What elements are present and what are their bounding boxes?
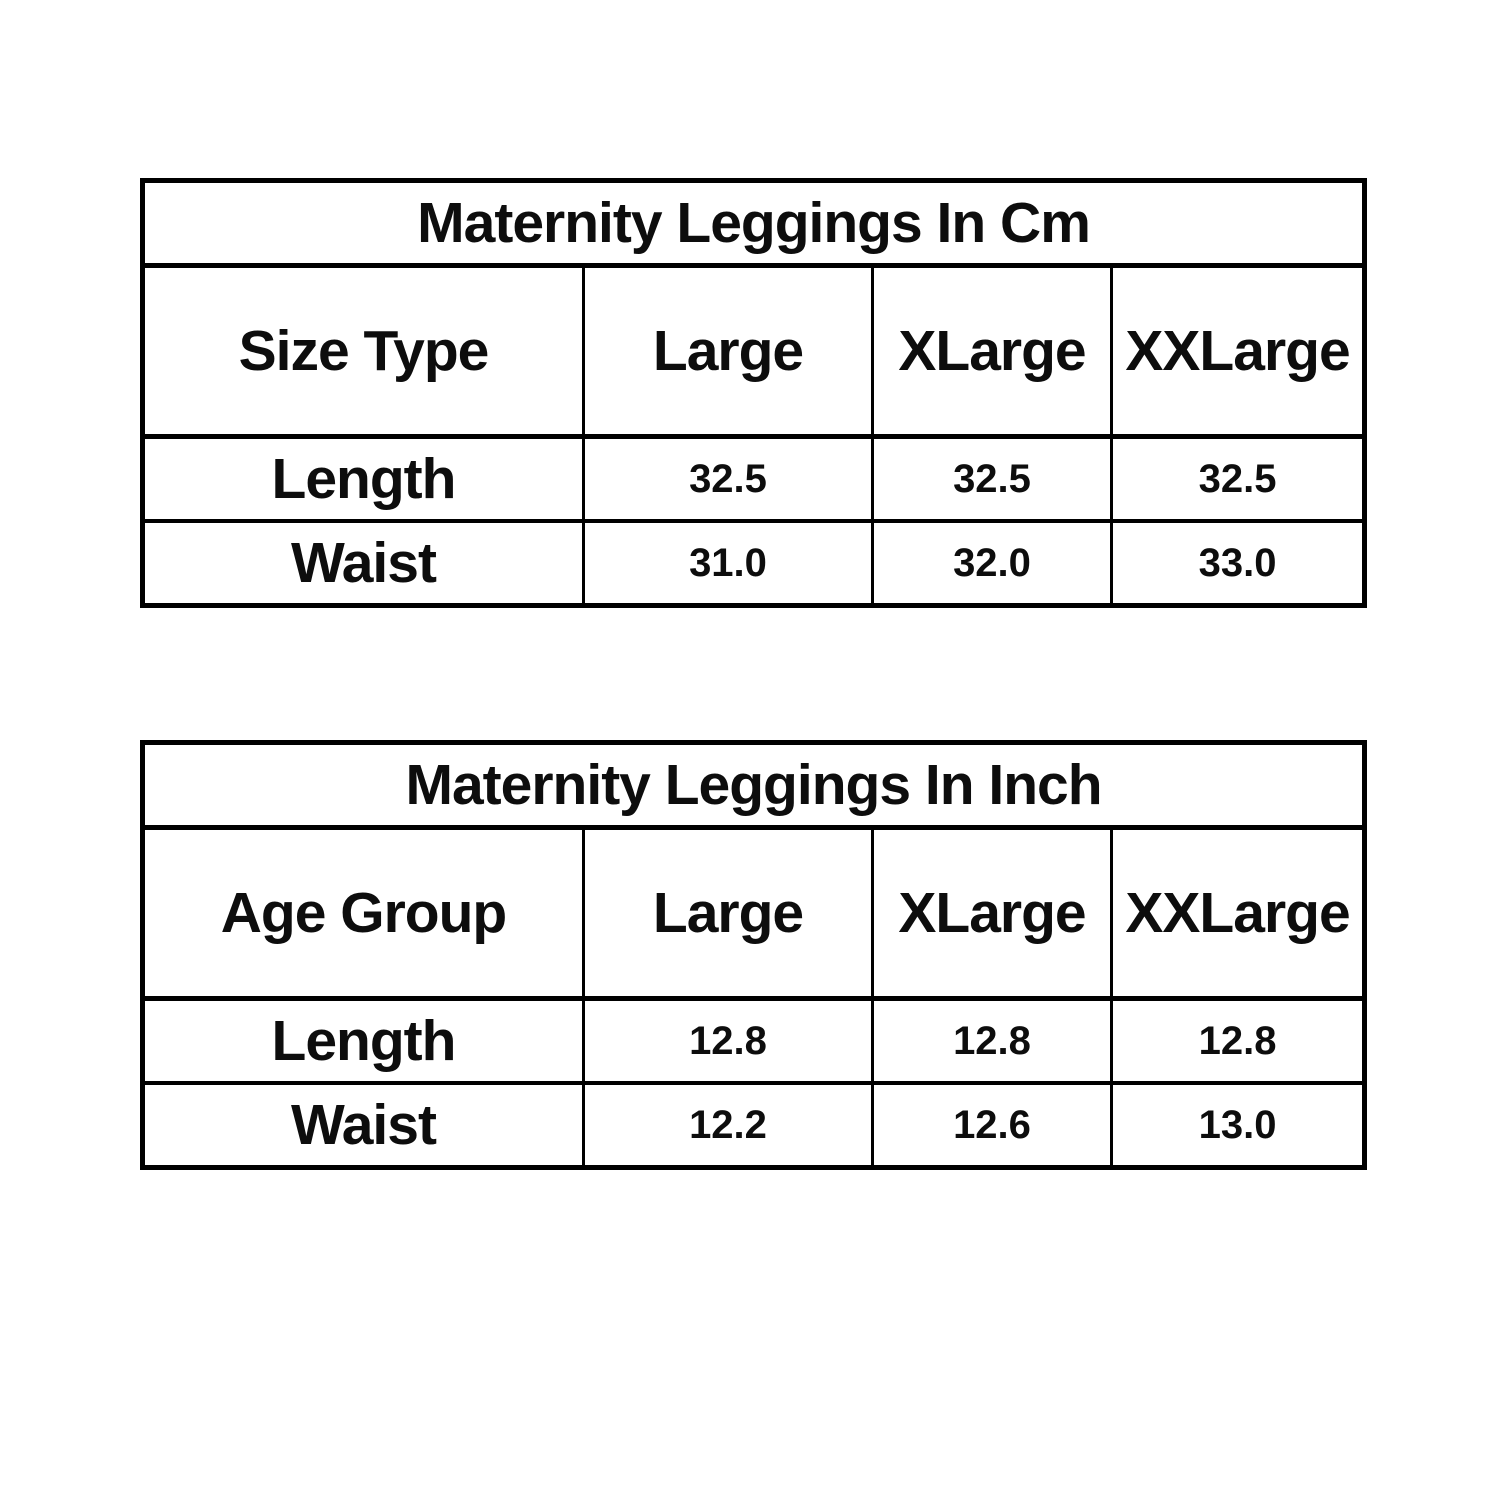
cm-length-xxlarge-value: 32.5 xyxy=(1109,436,1367,523)
cm-header-xlarge: XLarge xyxy=(871,265,1113,439)
inch-waist-row: Waist 12.2 12.6 13.0 xyxy=(141,1083,1367,1168)
inch-length-large-value: 12.8 xyxy=(582,998,874,1085)
inch-length-row: Length 12.8 12.8 12.8 xyxy=(141,998,1367,1085)
cm-length-row: Length 32.5 32.5 32.5 xyxy=(141,436,1367,523)
inch-row-label-length: Length xyxy=(141,998,585,1085)
inch-table-header-row: Age Group Large XLarge XXLarge xyxy=(141,827,1367,1001)
cm-waist-xlarge-value: 32.0 xyxy=(871,521,1113,606)
cm-header-size-type: Size Type xyxy=(141,265,585,439)
size-chart-inch-table: Maternity Leggings In Inch Age Group Lar… xyxy=(140,740,1368,1170)
cm-header-xxlarge: XXLarge xyxy=(1109,265,1367,439)
inch-table-title-row: Maternity Leggings In Inch xyxy=(142,742,1365,830)
inch-header-xlarge: XLarge xyxy=(871,827,1113,1001)
inch-header-large: Large xyxy=(582,827,874,1001)
cm-table-title-row: Maternity Leggings In Cm xyxy=(142,180,1365,268)
inch-row-label-waist: Waist xyxy=(141,1083,585,1168)
inch-length-xlarge-value: 12.8 xyxy=(871,998,1113,1085)
inch-header-age-group: Age Group xyxy=(141,827,585,1001)
inch-waist-large-value: 12.2 xyxy=(582,1083,874,1168)
cm-row-label-length: Length xyxy=(141,436,585,523)
inch-waist-xlarge-value: 12.6 xyxy=(871,1083,1113,1168)
cm-length-xlarge-value: 32.5 xyxy=(871,436,1113,523)
cm-table-header-row: Size Type Large XLarge XXLarge xyxy=(141,265,1367,439)
cm-table-title: Maternity Leggings In Cm xyxy=(142,180,1365,268)
inch-length-xxlarge-value: 12.8 xyxy=(1109,998,1367,1085)
cm-header-large: Large xyxy=(582,265,874,439)
cm-length-large-value: 32.5 xyxy=(582,436,874,523)
inch-table-title: Maternity Leggings In Inch xyxy=(142,742,1365,830)
size-chart-cm-table: Maternity Leggings In Cm Size Type Large… xyxy=(140,178,1368,608)
inch-header-xxlarge: XXLarge xyxy=(1109,827,1367,1001)
cm-row-label-waist: Waist xyxy=(141,521,585,606)
inch-waist-xxlarge-value: 13.0 xyxy=(1109,1083,1367,1168)
cm-waist-xxlarge-value: 33.0 xyxy=(1109,521,1367,606)
cm-waist-large-value: 31.0 xyxy=(582,521,874,606)
cm-waist-row: Waist 31.0 32.0 33.0 xyxy=(141,521,1367,606)
